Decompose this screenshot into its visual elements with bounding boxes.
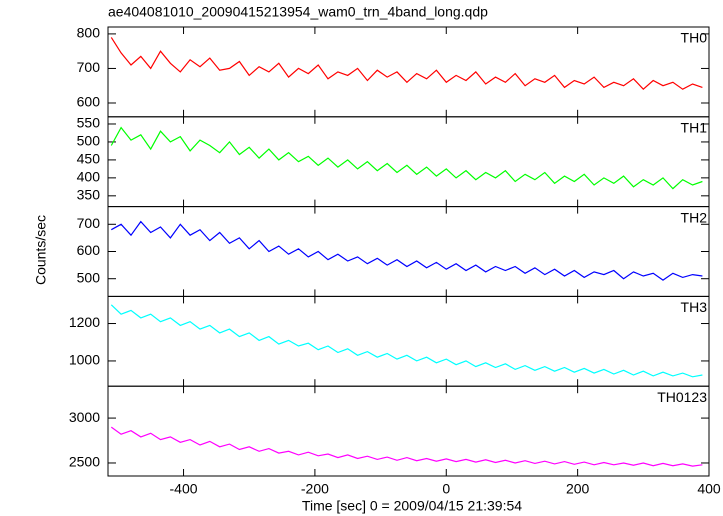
- y-tick-label: 400: [77, 169, 101, 185]
- x-tick-label: -200: [301, 481, 329, 497]
- series-line: [111, 220, 703, 281]
- panel-frame: [107, 385, 710, 477]
- y-tick-label: 700: [77, 215, 101, 231]
- y-tick-label: 1000: [69, 352, 100, 368]
- y-tick-label: 600: [77, 94, 101, 110]
- series-label: TH3: [681, 299, 708, 315]
- series-label: TH0: [681, 30, 708, 46]
- series-line: [110, 304, 703, 378]
- x-tick-label: 400: [697, 481, 721, 497]
- x-axis-label: Time [sec] 0 = 2009/04/15 21:39:54: [302, 498, 522, 514]
- y-tick-label: 600: [77, 242, 101, 258]
- series-line: [110, 126, 703, 190]
- x-tick-label: 200: [566, 481, 590, 497]
- panel-frame: [107, 116, 710, 208]
- x-tick-label: 0: [442, 481, 450, 497]
- panel-frame: [107, 26, 710, 118]
- series-line: [110, 426, 703, 467]
- series-label: TH0123: [657, 389, 707, 405]
- y-tick-label: 350: [77, 187, 101, 203]
- y-tick-label: 500: [77, 269, 101, 285]
- y-tick-label: 1200: [69, 314, 100, 330]
- x-tick-label: -400: [170, 481, 198, 497]
- y-tick-label: 500: [77, 133, 101, 149]
- panel-frame: [107, 206, 710, 297]
- series-label: TH1: [681, 120, 708, 136]
- chart-title: ae404081010_20090415213954_wam0_trn_4ban…: [108, 4, 488, 20]
- series-line: [110, 37, 703, 91]
- y-tick-label: 2500: [69, 454, 100, 470]
- y-tick-label: 700: [77, 59, 101, 75]
- series-label: TH2: [681, 209, 708, 225]
- y-tick-label: 450: [77, 151, 101, 167]
- y-axis-label: Counts/sec: [33, 215, 49, 285]
- y-tick-label: 800: [77, 25, 101, 41]
- y-tick-label: 550: [77, 115, 101, 131]
- y-tick-label: 3000: [69, 409, 100, 425]
